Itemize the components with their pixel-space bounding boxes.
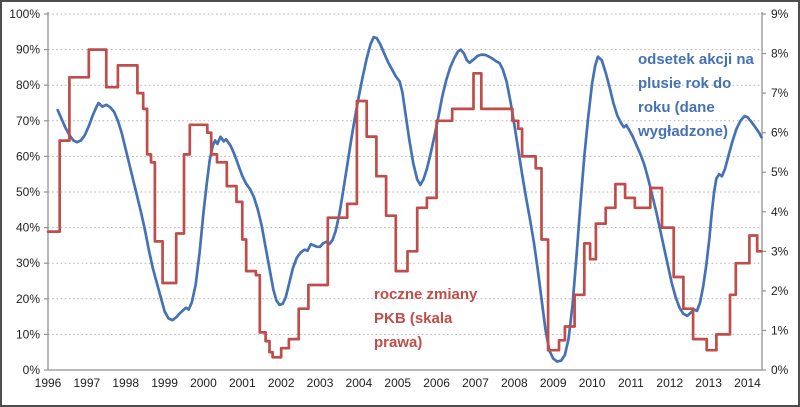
x-axis-tick-label: 2001: [229, 376, 256, 390]
x-axis-tick-label: 1997: [74, 376, 101, 390]
x-axis-tick-label: 2013: [695, 376, 722, 390]
x-axis-tick-label: 1999: [151, 376, 178, 390]
series-label-gdp: roczne zmiany PKB (skala prawa): [374, 286, 478, 351]
series-line-gdp: [46, 48, 763, 359]
right-axis-tick-label: 0%: [771, 363, 789, 377]
left-axis-tick-label: 50%: [16, 185, 40, 199]
x-axis-tick-label: 1996: [35, 376, 62, 390]
x-axis-tick-label: 2000: [190, 376, 217, 390]
right-axis-tick-label: 7%: [771, 86, 789, 100]
left-axis-tick-label: 20%: [16, 292, 40, 306]
x-axis-tick-label: 2014: [734, 376, 761, 390]
series-line-stocks: [56, 35, 763, 363]
x-axis-tick-label: 2004: [346, 376, 373, 390]
x-axis-tick-label: 2002: [268, 376, 295, 390]
left-axis-tick-label: 70%: [16, 114, 40, 128]
x-axis-tick-label: 2011: [618, 376, 644, 390]
left-axis-tick-label: 40%: [16, 221, 40, 235]
x-axis-tick-label: 2007: [462, 376, 489, 390]
x-axis-tick-label: 2008: [501, 376, 528, 390]
right-axis-tick-label: 3%: [771, 244, 789, 258]
x-axis-tick-label: 2003: [307, 376, 334, 390]
left-axis-tick-label: 60%: [16, 149, 40, 163]
right-axis-tick-label: 9%: [771, 7, 789, 21]
right-axis-tick-label: 2%: [771, 284, 789, 298]
x-axis-tick-label: 1998: [112, 376, 139, 390]
right-axis-tick-label: 8%: [771, 47, 789, 61]
right-axis-tick-label: 6%: [771, 126, 789, 140]
x-axis-tick-label: 2010: [579, 376, 606, 390]
x-axis-tick-label: 2005: [384, 376, 411, 390]
left-axis-tick-label: 30%: [16, 256, 40, 270]
right-axis-tick-label: 4%: [771, 205, 789, 219]
left-axis-tick-label: 80%: [16, 78, 40, 92]
left-axis-tick-label: 100%: [9, 7, 40, 21]
left-axis-tick-label: 0%: [23, 363, 41, 377]
x-axis-tick-label: 2006: [423, 376, 450, 390]
series-label-stocks: odsetek akcji na plusie rok do roku (dan…: [638, 51, 754, 140]
right-axis-tick-label: 5%: [771, 165, 789, 179]
left-axis-tick-label: 90%: [16, 43, 40, 57]
x-axis-tick-label: 2009: [540, 376, 567, 390]
left-axis-tick-label: 10%: [16, 327, 40, 341]
right-axis-tick-label: 1%: [771, 323, 789, 337]
x-axis-tick-label: 2012: [656, 376, 683, 390]
